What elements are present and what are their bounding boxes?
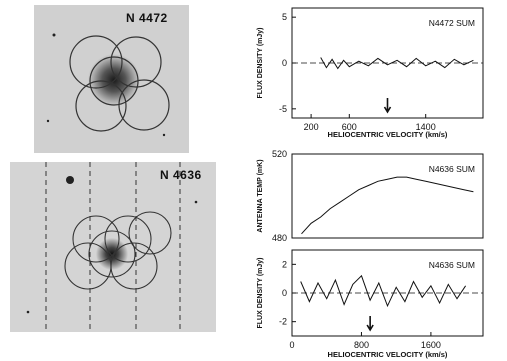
y-tick-label: 2: [282, 259, 287, 269]
x-axis-label: HELIOCENTRIC VELOCITY (km/s): [328, 350, 448, 359]
plot-frame: [291, 153, 484, 239]
galaxy-label-n4472: N 4472: [126, 11, 168, 25]
arrow-marker: [383, 98, 392, 114]
y-tick-label: -2: [279, 317, 287, 327]
y-tick-label: 520: [272, 149, 287, 159]
y-axis-label: ANTENNA TEMP (mK): [257, 159, 264, 232]
y-tick-label: 480: [272, 233, 287, 242]
antenna-temp-n4636: 520 480 ANTENNA TEMP (mK) N4636 SUM: [257, 149, 484, 242]
x-tick-label: 200: [304, 122, 319, 132]
beam-circle: [72, 215, 120, 263]
arrow-marker: [366, 316, 374, 332]
y-tick-label: -5: [279, 104, 287, 114]
x-tick-label: 600: [342, 122, 357, 132]
galaxy-plate-n4636: [10, 162, 216, 332]
x-tick-label: 800: [354, 340, 369, 350]
series-line: [300, 274, 467, 308]
series-line: [301, 176, 474, 235]
beam-circle: [110, 36, 162, 88]
galaxy-image-n4472: N 4472: [34, 5, 189, 153]
y-tick-label: 0: [282, 288, 287, 298]
y-tick-label: 5: [282, 12, 287, 22]
y-tick-label: 0: [282, 58, 287, 68]
galaxy-plate-n4472: [34, 5, 189, 153]
beam-circle: [75, 80, 127, 132]
beam-circle: [118, 79, 170, 131]
chart-title: N4472 SUM: [429, 18, 475, 28]
series-line: [320, 57, 474, 70]
galaxy-label-n4636: N 4636: [160, 168, 202, 182]
chart-title: N4636 SUM: [429, 260, 475, 270]
beam-circle: [128, 211, 172, 255]
y-axis-label: FLUX DENSITY (mJy): [257, 27, 264, 98]
beam-circle: [88, 230, 136, 278]
beam-circle: [104, 215, 152, 263]
x-axis-label: HELIOCENTRIC VELOCITY (km/s): [328, 130, 448, 139]
x-tick-label: 1600: [421, 340, 441, 350]
plot-area: 520 480 ANTENNA TEMP (mK) N4636 SUM: [257, 149, 484, 242]
y-axis-label: FLUX DENSITY (mJy): [257, 257, 264, 328]
galaxy-image-n4636: N 4636: [10, 162, 216, 332]
beam-circle: [69, 35, 123, 89]
galaxy-core: [96, 238, 128, 270]
beam-circle: [110, 242, 158, 290]
x-tick-label: 0: [289, 340, 294, 350]
x-tick-label: 1400: [416, 122, 436, 132]
chart-title: N4636 SUM: [429, 164, 475, 174]
